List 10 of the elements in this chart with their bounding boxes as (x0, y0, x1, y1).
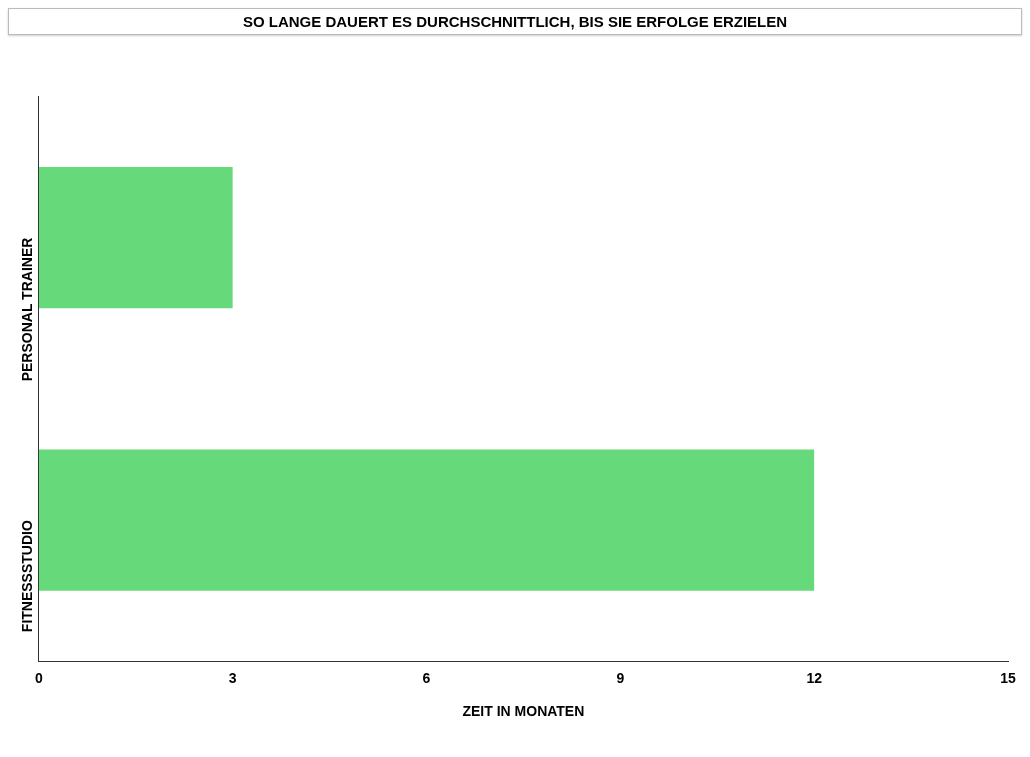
y-tick-label: PERSONAL TRAINER (18, 237, 35, 382)
y-tick-label: FITNESSSTUDIO (18, 520, 35, 633)
x-tick-label: 9 (616, 669, 625, 686)
x-tick-label: 0 (34, 669, 43, 686)
x-tick-label: 15 (1000, 669, 1016, 686)
x-tick-label: 12 (806, 669, 823, 686)
chart-title: SO LANGE DAUERT ES DURCHSCHNITTLICH, BIS SIE ERFOLGE ERZIELEN (8, 8, 1022, 35)
x-tick-label: 3 (228, 669, 237, 686)
x-axis-title: ZEIT IN MONATEN (462, 703, 585, 720)
x-tick-label: 6 (422, 669, 431, 686)
